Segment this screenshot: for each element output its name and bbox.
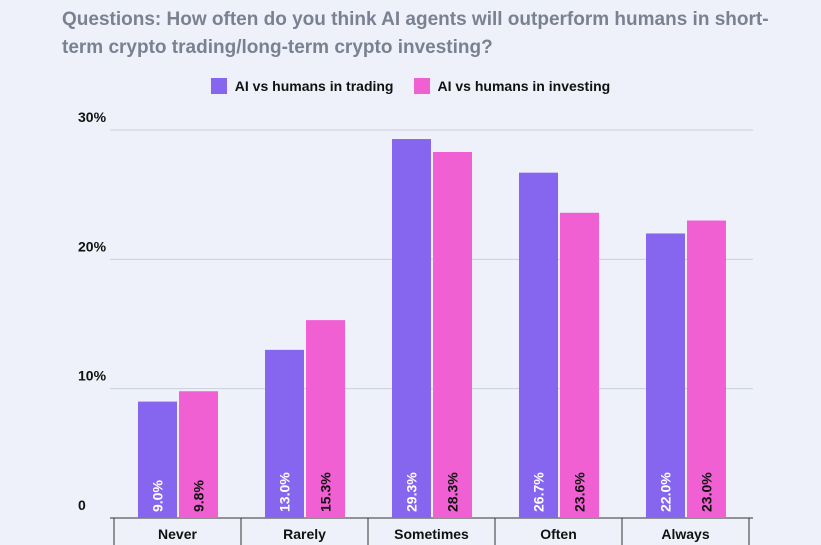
bar-trading: [265, 349, 304, 518]
legend-swatch-trading: [210, 78, 227, 94]
y-tick-label: 20%: [78, 238, 107, 254]
x-category-label: Sometimes: [394, 526, 469, 542]
legend-item-trading: AI vs humans in trading: [210, 78, 394, 94]
bar-value-label: 9.8%: [191, 480, 207, 512]
y-tick-label: 0: [78, 497, 86, 513]
bar-investing: [306, 320, 345, 518]
bar-value-label: 15.3%: [318, 472, 334, 512]
bar-trading: [646, 233, 685, 518]
bar-investing: [687, 220, 726, 519]
legend: AI vs humans in trading AI vs humans in …: [0, 78, 821, 94]
bar-value-label: 26.7%: [531, 472, 547, 512]
legend-item-investing: AI vs humans in investing: [413, 78, 611, 94]
legend-label-trading: AI vs humans in trading: [234, 78, 394, 94]
bar-trading: [138, 401, 177, 518]
bar-trading: [392, 139, 431, 518]
bar-value-label: 29.3%: [404, 472, 420, 512]
bar-value-label: 23.6%: [572, 472, 588, 512]
chart-title: Questions: How often do you think AI age…: [62, 9, 769, 58]
bar-value-label: 22.0%: [658, 472, 674, 512]
bar-trading: [519, 172, 558, 518]
x-category-label: Always: [661, 526, 709, 542]
bar-investing: [560, 212, 599, 519]
x-category-label: Rarely: [283, 526, 326, 542]
x-category-label: Often: [540, 526, 577, 542]
y-tick-label: 10%: [78, 368, 107, 384]
bar-value-label: 28.3%: [445, 472, 461, 512]
legend-swatch-investing: [413, 78, 430, 94]
bar-investing: [179, 391, 218, 518]
legend-label-investing: AI vs humans in investing: [437, 78, 611, 94]
bar-value-label: 23.0%: [699, 472, 715, 512]
bar-value-label: 9.0%: [150, 480, 166, 512]
bar-value-label: 13.0%: [277, 472, 293, 512]
y-tick-label: 30%: [78, 109, 107, 125]
bar-investing: [433, 151, 472, 518]
x-category-label: Never: [158, 526, 197, 542]
